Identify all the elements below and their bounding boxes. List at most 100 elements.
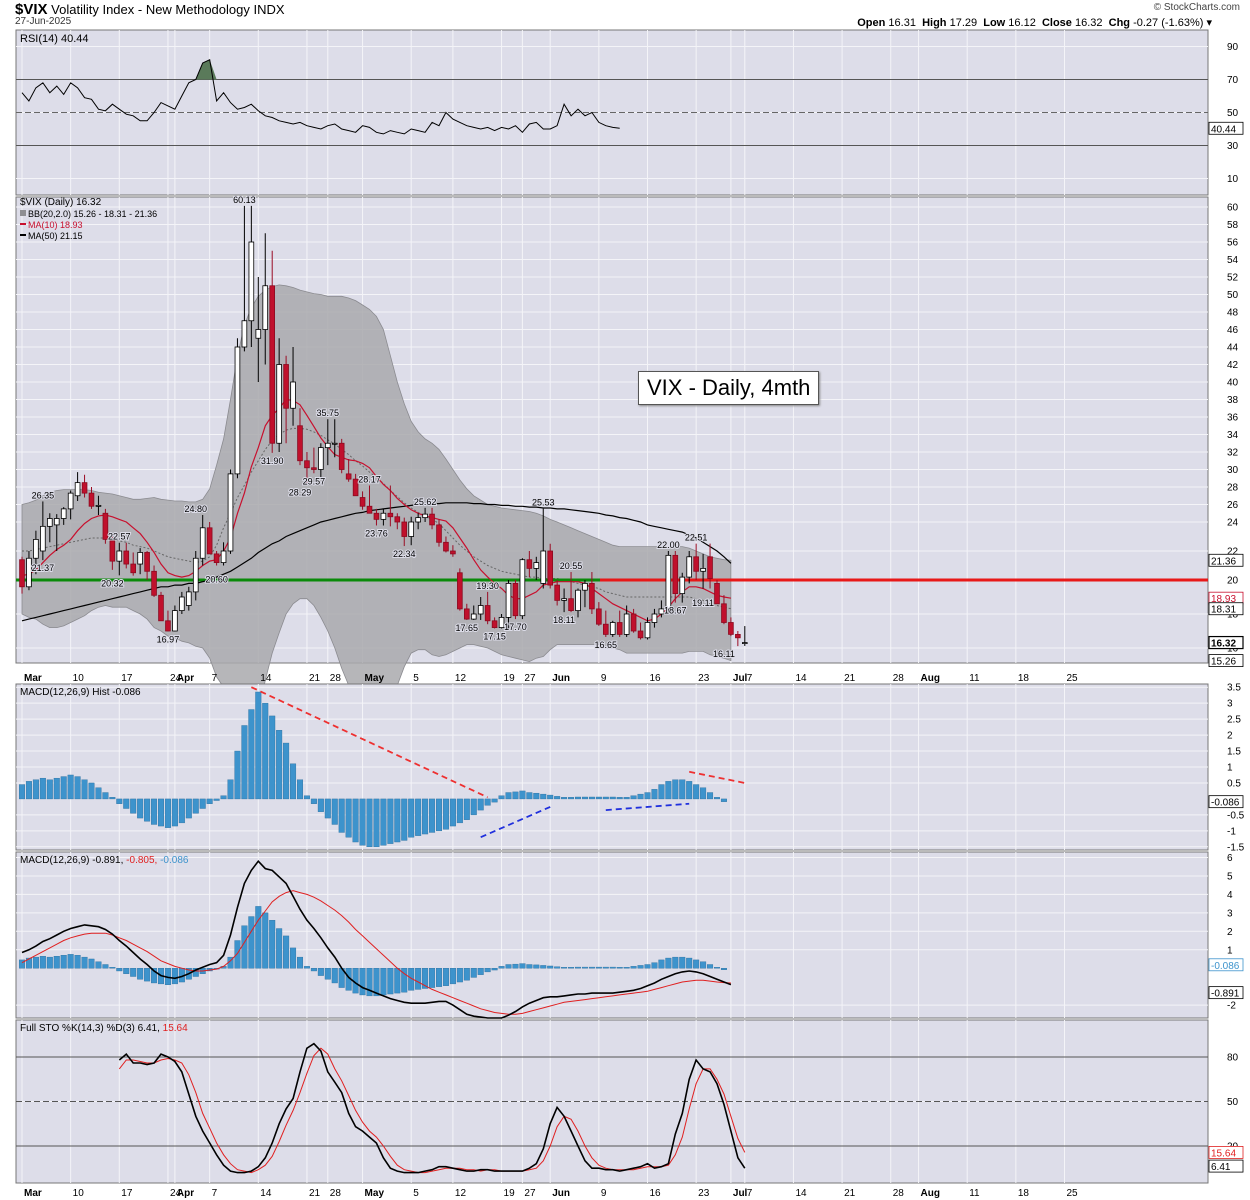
stoch-legend: Full STO %K(14,3) %D(3) 6.41, 15.64 [20,1023,188,1034]
candle [568,572,574,613]
candle-body-up [686,556,692,578]
macd-hist-ytick: 0.5 [1227,778,1241,789]
stoch-xtick: 14 [260,1188,272,1199]
macd-hist-bar [81,779,88,800]
candle-body-up [651,613,658,623]
bb-legend: BB(20,2.0) 15.26 - 18.31 - 21.36 [28,209,157,219]
stoch-k-line [118,1042,746,1174]
macd-hist-bar [178,798,185,824]
candle [415,513,421,530]
macd-hist-bar [547,794,554,800]
price-label: 18.67 [664,606,687,616]
macd-hist-bar [116,798,123,804]
macd-hist-bar [283,742,290,800]
price-label: 24.80 [184,504,207,514]
candle-body-down [457,572,463,610]
macd-histogram-bar [387,968,394,995]
macd-ytick: 3 [1227,908,1233,919]
candle-body-up [658,608,665,615]
close-label: Close [1041,17,1072,29]
price-xtick: 5 [413,673,419,684]
candle-body-down [269,285,275,444]
macd-hist-bar [248,709,255,800]
macd-histogram-bar [477,968,484,975]
candle-body-down [568,598,574,612]
macd-histogram-bar [137,968,144,980]
macd-histogram-bar [519,963,526,969]
macd-hist-bar [665,781,672,800]
candle-body-down [693,556,699,572]
candle [491,617,498,629]
macd-hist-bar [157,798,164,827]
macd-histogram-bar [276,928,283,969]
candle [735,631,741,647]
price-xtick: 14 [260,673,272,684]
stoch-k-tag-text: 6.41 [1211,1162,1231,1173]
macd-hist-ytick: 1 [1227,763,1233,774]
rsi-ytick: 10 [1227,174,1239,185]
macd-histogram-bar [317,968,324,976]
macd-histogram-bar [651,962,658,969]
candle-body-down [304,460,310,469]
price-label: 22.00 [657,540,680,550]
candle-body-down [123,550,130,565]
candle [227,469,234,554]
macd-hist-bar [290,763,297,800]
candle [707,543,713,589]
price-label: 31.90 [261,456,284,466]
macd-last-tag-text: -0.891 [1211,989,1240,1000]
macd-histogram-bar [380,968,387,996]
candle-body-down [735,634,741,639]
price-label: 16.65 [595,640,618,650]
candle [721,595,727,625]
candle [561,588,567,613]
macd-hist-legend: MACD(12,26,9) Hist -0.086 [20,687,141,698]
ohlc-summary: Open 16.31 High 17.29 Low 16.12 Close 16… [857,16,1212,29]
price-ytick: 48 [1227,308,1239,319]
price-ytick: 58 [1227,220,1239,231]
price-label: 22.51 [685,533,708,543]
stoch-xtick: Apr [177,1188,194,1199]
candle-body-down [158,594,164,622]
macd-hist-bar [512,791,519,800]
macd-histogram-bar [415,968,422,990]
macd-histogram-bar [255,906,262,969]
candle [512,580,519,620]
macd-histogram-bar [720,968,727,970]
candle [199,515,206,566]
macd-hist-bar [415,798,422,836]
macd-hist-bar [310,798,317,804]
candle [554,580,560,606]
macd-histogram-bar [151,968,158,984]
macd-histogram-bar [554,966,561,969]
candle-body-down [130,563,137,574]
stoch-xtick: Jun [552,1188,570,1199]
price-label: 19.11 [692,598,714,608]
candle-body-down [589,583,595,610]
macd-hist-bar [88,782,95,800]
low-label: Low [983,17,1006,29]
price-ytick: 28 [1227,483,1239,494]
candle [408,516,414,546]
macd-hist-bar [144,798,151,822]
macd-hist-bar [456,798,463,824]
candle [290,347,296,426]
macd-hist-bar [199,798,206,809]
macd-hist-bar [700,787,707,800]
candle-body-down [165,620,171,632]
price-ytick: 38 [1227,395,1239,406]
candle [463,603,470,620]
candle-body-up [262,285,269,330]
stoch-xtick: 25 [1067,1188,1079,1199]
candle-body-up [505,583,512,618]
close-tag-text: 16.32 [1211,639,1236,650]
macd-hist-bar [137,798,144,819]
macd-hist-ytick: 3 [1227,699,1233,710]
candle-body-down [401,521,408,537]
candle [582,580,588,608]
macd-hist-bar [637,793,644,800]
candle-body-up [47,518,53,527]
candle [179,591,185,614]
candle-body-up [665,554,672,610]
stoch-xtick: 19 [504,1188,516,1199]
